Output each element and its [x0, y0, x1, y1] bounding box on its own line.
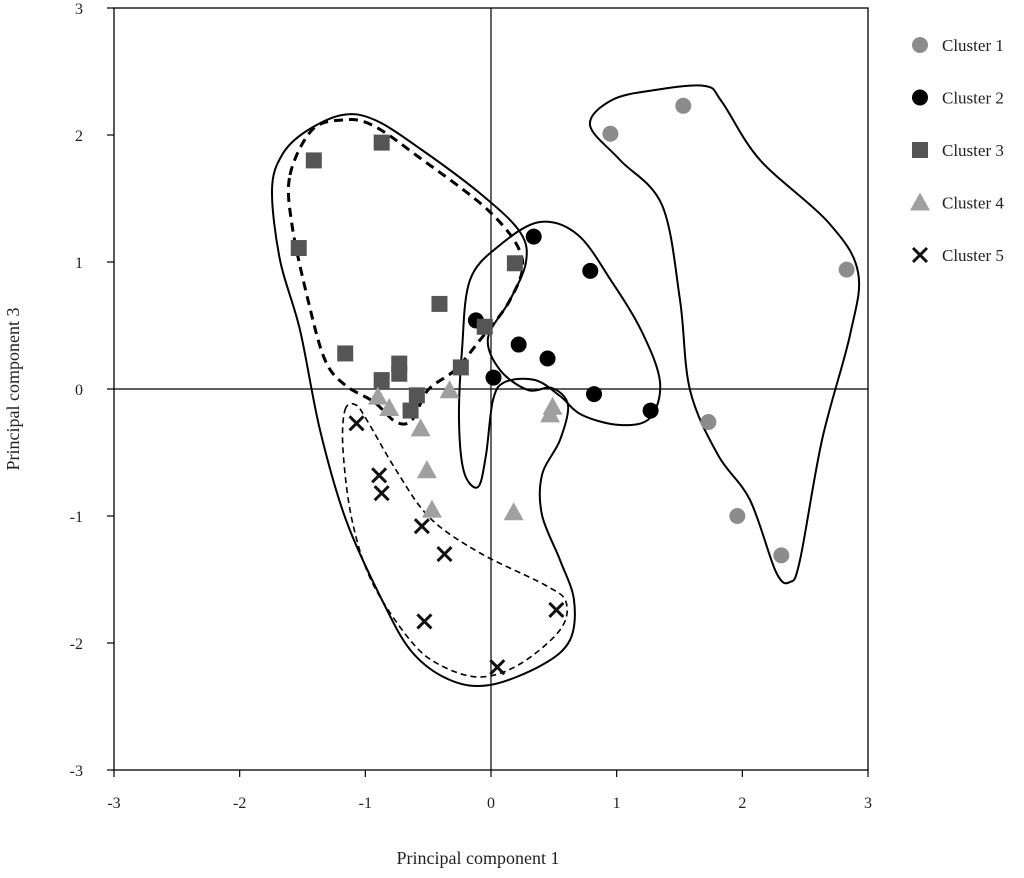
legend-marker-cluster-1 — [912, 37, 928, 53]
cluster-5-point — [348, 415, 365, 432]
cluster-3-point — [408, 387, 425, 404]
legend-marker-cluster-5 — [911, 246, 929, 264]
x-tick-label: 3 — [864, 795, 872, 812]
y-tick-label: 0 — [75, 382, 83, 399]
legend-label-cluster-1: Cluster 1 — [942, 36, 1004, 55]
cluster-3-point — [373, 134, 390, 151]
cluster-3-point — [506, 255, 523, 272]
cluster-4-point — [416, 460, 437, 479]
cluster-3-point — [305, 152, 322, 169]
x-tick-label: 1 — [613, 795, 621, 812]
cluster-2-point — [642, 402, 659, 419]
cluster-4-point — [540, 404, 561, 423]
cluster-1-point — [602, 125, 619, 142]
x-tick-label: -3 — [107, 795, 120, 812]
cluster-4-point — [410, 418, 431, 437]
cluster-2-point — [525, 228, 542, 245]
y-tick-label: -2 — [70, 636, 83, 653]
cluster-5-point — [489, 659, 506, 676]
cluster-5-point — [413, 518, 430, 535]
cluster-1-contour — [588, 84, 861, 585]
y-tick-label: -3 — [70, 763, 83, 780]
x-tick-label: 2 — [738, 795, 746, 812]
cluster-1-point — [838, 261, 855, 278]
y-tick-label: 3 — [75, 1, 83, 18]
legend-label-cluster-4: Cluster 4 — [942, 194, 1004, 213]
x-tick-label: -1 — [359, 795, 372, 812]
cluster-4-point — [503, 502, 524, 521]
cluster-3-point — [402, 402, 419, 419]
cluster-5-point — [436, 546, 453, 563]
x-axis-label: Principal component 1 — [397, 848, 560, 868]
cluster-5-point — [373, 485, 390, 502]
cluster-1-point — [773, 547, 790, 564]
x-tick-label: -2 — [233, 795, 246, 812]
cluster-2-point — [485, 369, 502, 386]
cluster-3-point — [337, 345, 354, 362]
cluster-2-point — [510, 336, 527, 353]
cluster-3-point — [373, 372, 390, 389]
cluster-3-point — [431, 295, 448, 312]
legend-marker-cluster-4 — [910, 192, 930, 211]
y-tick-label: 1 — [75, 255, 83, 272]
cluster-2-point — [539, 350, 556, 367]
y-tick-label: -1 — [70, 509, 83, 526]
cluster-3-point — [452, 359, 469, 376]
cluster-5-point — [371, 467, 388, 484]
cluster-5-point — [548, 601, 565, 619]
cluster-2-contour — [457, 220, 662, 489]
cluster-1-point — [700, 414, 717, 431]
legend: Cluster 1 Cluster 2 Cluster 3 Cluster 4 Clus… — [910, 36, 1004, 265]
cluster-4-point — [367, 386, 388, 405]
y-tick-label: 2 — [75, 128, 83, 145]
cluster-4-point — [439, 380, 460, 399]
cluster-4-point — [379, 398, 400, 417]
x-tick-label: 0 — [487, 795, 495, 812]
cluster-1-point — [729, 508, 746, 524]
y-axis-label: Principal component 3 — [3, 308, 23, 471]
legend-marker-cluster-3 — [912, 142, 928, 158]
legend-label-cluster-5: Cluster 5 — [942, 246, 1004, 265]
cluster-5-dashed-contour — [341, 402, 569, 678]
legend-label-cluster-2: Cluster 2 — [942, 89, 1004, 108]
cluster-4-point — [421, 499, 442, 518]
cluster-3-point — [391, 365, 408, 382]
cluster-5-point — [416, 613, 433, 630]
legend-label-cluster-3: Cluster 3 — [942, 141, 1004, 160]
legend-marker-cluster-2 — [912, 89, 928, 106]
cluster-2-point — [582, 262, 599, 279]
cluster-3-point — [476, 318, 493, 335]
outer-left-contour — [270, 113, 576, 688]
cluster-1-point — [675, 97, 692, 114]
cluster-2-point — [586, 386, 603, 403]
cluster-3-point — [290, 240, 307, 257]
